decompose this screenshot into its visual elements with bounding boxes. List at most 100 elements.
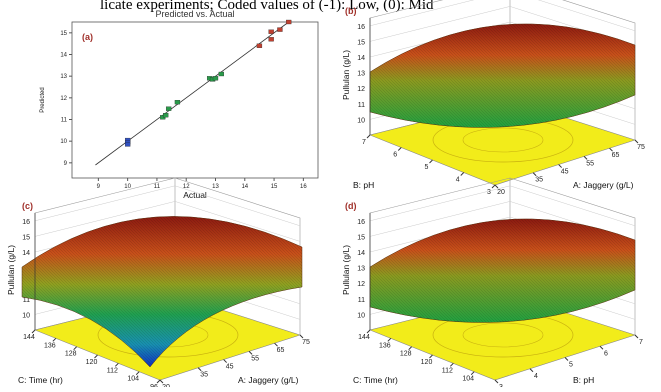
x-tick <box>449 362 454 367</box>
y-tick-label: 65 <box>612 152 620 159</box>
panel-label: (c) <box>22 201 33 211</box>
point <box>256 43 263 48</box>
grid-line <box>509 185 636 227</box>
point <box>277 27 283 32</box>
y-tick <box>609 147 613 152</box>
x-tick <box>429 159 433 164</box>
z-tick-label: 13 <box>357 266 365 273</box>
y-tick <box>529 368 534 373</box>
x-tick <box>491 184 496 189</box>
y-tick <box>299 334 304 339</box>
y-tick <box>564 357 569 361</box>
x-axis-label: C: Time (hr) <box>353 375 398 385</box>
y-tick <box>634 139 639 144</box>
z-tick-label: 14 <box>357 250 365 257</box>
x-tick <box>470 371 475 376</box>
point <box>286 19 292 25</box>
point <box>165 106 172 111</box>
grid-line <box>34 185 176 222</box>
x-tick <box>52 337 57 342</box>
x-axis-label: B: pH <box>353 180 374 190</box>
x-tick-label: 16 <box>300 184 307 190</box>
x-tick-label: 10 <box>124 184 131 190</box>
y-tick-label: 10 <box>60 139 67 145</box>
y-axis-label: B: pH <box>573 375 594 385</box>
z-tick-label: 16 <box>357 219 365 226</box>
y-tick-label: 7 <box>639 339 643 346</box>
x-tick-label: 120 <box>86 359 98 366</box>
y-tick <box>197 367 202 372</box>
grid-line <box>369 0 475 27</box>
y-tick-label: 20 <box>497 189 505 196</box>
x-tick-label: 15 <box>271 184 278 190</box>
point <box>163 113 169 118</box>
y-tick-label: 14 <box>60 53 67 59</box>
x-tick-label: 12 <box>183 184 190 190</box>
x-tick-label: 13 <box>212 184 219 190</box>
z-tick-label: 16 <box>357 24 365 31</box>
chart-title: Predicted vs. Actual <box>155 9 234 19</box>
x-tick-label: 11 <box>154 184 161 190</box>
surface-panel: 10 11 12 13 14 15 16 104 112 120 128 136 144 3 4 5 6 7 (d)… <box>341 177 643 391</box>
z-tick-label: 10 <box>22 312 30 319</box>
point <box>174 100 181 105</box>
reference-line <box>95 21 289 166</box>
z-axis-label: Pullulan (g/L) <box>6 245 16 295</box>
point <box>212 76 219 81</box>
z-tick-label: 16 <box>22 219 30 226</box>
z-tick-label: 10 <box>357 312 365 319</box>
z-axis-label: Pullulan (g/L) <box>341 245 351 295</box>
z-tick-label: 11 <box>358 297 365 304</box>
x-tick-label: 14 <box>241 184 248 190</box>
y-tick <box>599 345 604 350</box>
y-tick <box>494 379 499 384</box>
z-tick-label: 15 <box>22 234 30 241</box>
x-tick <box>94 354 98 359</box>
z-tick-label: 12 <box>357 86 365 93</box>
x-tick <box>366 134 371 139</box>
x-tick-label: 136 <box>379 342 391 349</box>
caption: licate experiments; Coded values of (-1)… <box>100 0 434 13</box>
z-tick-label: 12 <box>357 281 365 288</box>
y-axis-label: Predicted <box>40 87 46 112</box>
point <box>218 71 225 77</box>
x-tick-label: 5 <box>425 164 429 171</box>
z-tick-label: 11 <box>23 297 30 304</box>
y-tick-label: 4 <box>534 373 538 380</box>
z-axis-label: Pullulan (g/L) <box>341 50 351 100</box>
y-tick-label: 6 <box>604 350 608 357</box>
y-tick-label: 11 <box>61 118 68 124</box>
panel-label: (b) <box>345 6 357 16</box>
floor-contour <box>462 127 544 153</box>
panel-label: (d) <box>345 201 357 211</box>
x-tick-label: 104 <box>127 376 139 383</box>
y-tick <box>248 351 253 355</box>
z-tick-label: 14 <box>357 55 365 62</box>
x-tick-label: 112 <box>442 367 453 374</box>
x-tick-label: 136 <box>44 342 56 349</box>
surface-mesh <box>22 216 302 367</box>
grid-line <box>174 185 301 227</box>
x-tick-label: 144 <box>23 334 35 341</box>
x-tick-label: 7 <box>362 139 366 146</box>
z-tick-label: 15 <box>357 39 365 46</box>
x-tick-label: 3 <box>487 189 491 196</box>
x-tick-label: 9 <box>97 184 101 190</box>
x-tick-label: 144 <box>358 334 370 341</box>
y-tick-label: 45 <box>561 169 569 176</box>
y-tick-label: 75 <box>637 144 645 151</box>
surface-mesh <box>370 23 635 128</box>
grid-line <box>537 0 636 32</box>
floor-contour <box>462 322 544 348</box>
y-tick-label: 75 <box>302 339 310 346</box>
y-tick <box>274 342 278 347</box>
x-axis-label: Actual <box>183 190 207 200</box>
x-tick-label: 104 <box>462 376 474 383</box>
z-tick-label: 11 <box>358 102 365 109</box>
surface-panel: 1011121314151696104112120128136144203545… <box>6 177 310 391</box>
y-tick-label: 35 <box>200 372 208 379</box>
y-tick <box>558 164 562 168</box>
surface-panel: 1011121314151634567203545556575(b)Pullul… <box>341 0 645 196</box>
y-tick-label: 15 <box>60 31 67 37</box>
x-tick <box>387 337 392 342</box>
